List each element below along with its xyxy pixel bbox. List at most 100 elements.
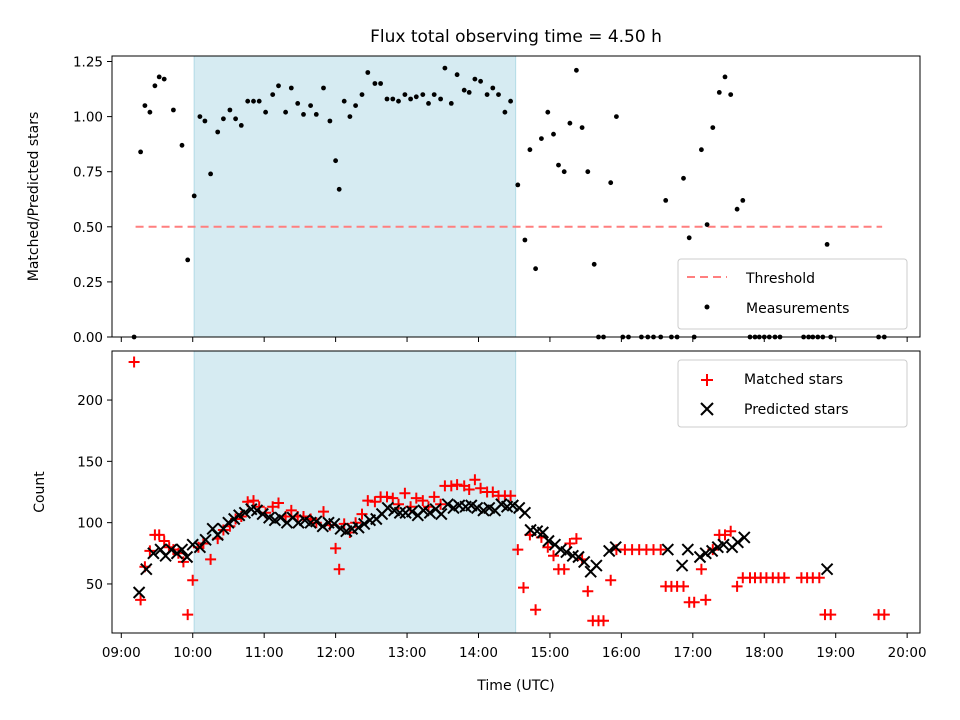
matched-star-point bbox=[387, 492, 399, 504]
measurement-point bbox=[147, 109, 153, 115]
matched-star-point bbox=[487, 486, 499, 498]
count-legend-box bbox=[677, 359, 908, 428]
count-y-tick-label: 100 bbox=[77, 516, 103, 532]
matched-star-point bbox=[410, 492, 422, 504]
matched-star-point bbox=[570, 533, 582, 545]
matched-star-point bbox=[445, 480, 457, 492]
measurement-point bbox=[197, 114, 203, 119]
measurement-point bbox=[824, 242, 830, 247]
matched-star-point bbox=[688, 596, 700, 608]
measurement-point bbox=[585, 169, 591, 175]
predicted-star-point bbox=[506, 499, 520, 512]
measurement-point bbox=[179, 142, 185, 148]
measurement-point bbox=[681, 175, 686, 181]
matched-star-point bbox=[428, 491, 440, 503]
measurement-point bbox=[384, 96, 390, 102]
measurement-point bbox=[202, 118, 208, 124]
measurement-point bbox=[208, 171, 214, 177]
measurement-point bbox=[327, 118, 333, 124]
matched-star-point bbox=[182, 609, 194, 621]
matched-star-point bbox=[135, 594, 147, 606]
matched-star-point bbox=[356, 508, 368, 520]
time-x-tick-label: 11:00 bbox=[245, 645, 284, 661]
matched-star-point bbox=[187, 574, 199, 586]
matched-star-point bbox=[695, 563, 707, 575]
count-panel: 50 100 150 200 09:00 10:00 11:00 12:00 13:00 14:… bbox=[32, 350, 927, 694]
ratio-y-tick-label: 1.25 bbox=[73, 55, 103, 71]
measurement-point bbox=[359, 92, 365, 97]
matched-star-point bbox=[778, 572, 790, 584]
matched-star-point bbox=[725, 525, 737, 537]
measurement-point bbox=[308, 103, 313, 108]
time-x-label: Time (UTC) bbox=[476, 678, 554, 694]
measurement-point bbox=[276, 83, 281, 89]
measurement-point bbox=[716, 90, 722, 95]
matched-star-point bbox=[393, 498, 404, 510]
measurement-point bbox=[270, 92, 276, 97]
time-x-tick-label: 13:00 bbox=[388, 645, 427, 661]
count-y-label: Count bbox=[32, 471, 48, 513]
measurement-point bbox=[288, 85, 294, 91]
measurement-point bbox=[608, 180, 614, 186]
measurement-point bbox=[533, 266, 538, 272]
measurement-point bbox=[484, 92, 490, 97]
measurement-point bbox=[390, 96, 396, 102]
predicted-star-point bbox=[405, 505, 419, 518]
measurement-point bbox=[420, 92, 426, 97]
predicted-star-point bbox=[560, 545, 573, 559]
predicted-star-point bbox=[316, 520, 330, 533]
measurement-point bbox=[283, 109, 288, 115]
measurement-point bbox=[152, 83, 158, 89]
matched-star-point bbox=[605, 574, 617, 586]
predicted-star-point bbox=[357, 517, 371, 531]
measurement-point bbox=[295, 101, 301, 106]
measurement-point bbox=[256, 98, 262, 104]
matched-star-point bbox=[248, 495, 259, 507]
measurement-point bbox=[313, 112, 319, 117]
measurement-point bbox=[156, 74, 162, 80]
measurement-point bbox=[496, 92, 501, 97]
time-x-tick-label: 14:00 bbox=[459, 645, 498, 661]
measurement-point bbox=[138, 149, 144, 155]
matched-star-point bbox=[878, 609, 890, 621]
predicted-star-point bbox=[536, 526, 550, 539]
legend-threshold-label: Threshold bbox=[745, 271, 815, 287]
measurement-point bbox=[704, 222, 710, 228]
legend-predicted-label: Predicted stars bbox=[744, 402, 849, 418]
measurement-point bbox=[301, 112, 306, 117]
measurement-point bbox=[556, 162, 561, 168]
predicted-star-point bbox=[165, 543, 178, 556]
measurement-point bbox=[233, 116, 239, 122]
measurement-point bbox=[545, 109, 551, 115]
time-x-tick-label: 17:00 bbox=[673, 645, 712, 661]
time-x-tick-label: 12:00 bbox=[316, 645, 355, 661]
measurement-point bbox=[221, 116, 226, 122]
legend-matched-label: Matched stars bbox=[744, 372, 843, 388]
measurement-point bbox=[567, 120, 573, 126]
measurement-point bbox=[413, 94, 419, 100]
predicted-star-point bbox=[681, 543, 695, 556]
count-legend: Matched stars Predicted stars bbox=[677, 359, 908, 428]
measurement-point bbox=[539, 136, 544, 142]
time-x-tick-label: 10:00 bbox=[173, 645, 212, 661]
predicted-star-point bbox=[199, 533, 212, 547]
legend-matched-swatch bbox=[701, 374, 713, 386]
predicted-star-point bbox=[310, 515, 323, 528]
predicted-star-point bbox=[222, 516, 235, 529]
predicted-stars-points bbox=[132, 498, 834, 599]
observing-window-shade bbox=[193, 55, 517, 338]
matched-star-point bbox=[128, 356, 140, 368]
predicted-star-point bbox=[699, 547, 712, 560]
predicted-star-point bbox=[180, 550, 194, 564]
measurement-point bbox=[251, 98, 256, 104]
matched-star-point bbox=[463, 484, 475, 495]
measurement-point bbox=[215, 129, 221, 135]
predicted-star-point bbox=[602, 544, 616, 558]
predicted-star-point bbox=[820, 562, 834, 576]
ratio-legend: Threshold Measurements bbox=[677, 258, 908, 330]
matched-star-point bbox=[564, 538, 576, 549]
matched-star-point bbox=[285, 504, 297, 516]
matched-star-point bbox=[813, 572, 825, 584]
ratio-legend-box bbox=[677, 258, 908, 330]
